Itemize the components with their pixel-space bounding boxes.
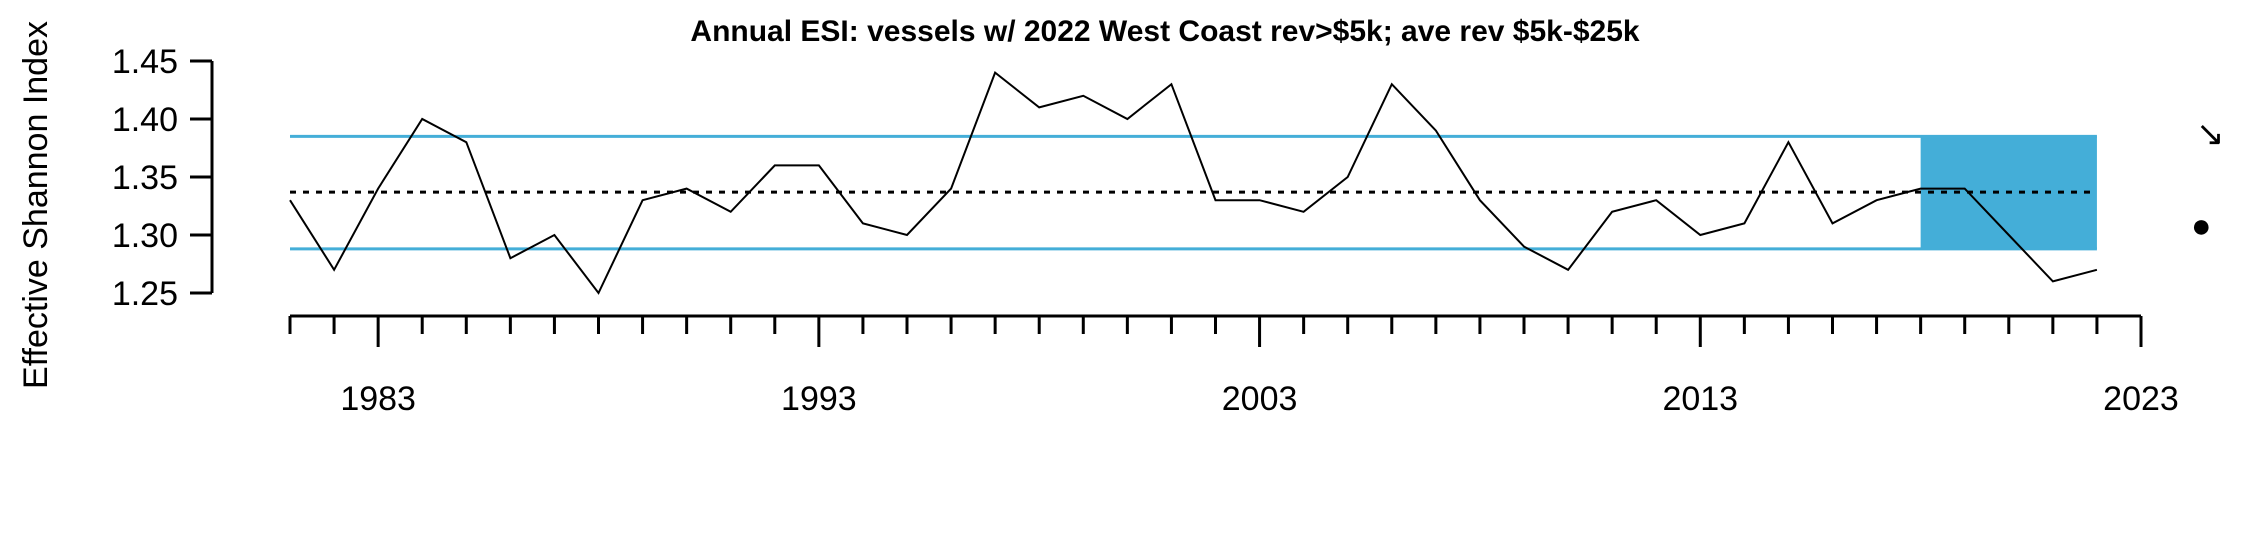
y-tick-label: 1.45 — [112, 43, 178, 81]
x-tick-label: 2013 — [1662, 380, 1738, 418]
y-tick-label: 1.40 — [112, 101, 178, 139]
y-tick-label: 1.35 — [112, 159, 178, 197]
series-line — [289, 70, 2098, 295]
y-tick-label: 1.30 — [112, 217, 178, 255]
x-tick-label: 1993 — [781, 380, 857, 418]
y-axis-label: Effective Shannon Index — [17, 21, 55, 389]
x-tick-label: 1983 — [340, 380, 416, 418]
y-tick-label: 1.25 — [112, 275, 178, 313]
x-tick-label: 2023 — [2103, 380, 2179, 418]
mean-dot-icon: ● — [2191, 207, 2212, 245]
x-axis: 1983 1993 2003 2013 2023 — [288, 314, 2179, 418]
trend-arrow-icon: ↘ — [2196, 115, 2225, 153]
x-tick-label: 2003 — [1222, 380, 1298, 418]
chart-title: Annual ESI: vessels w/ 2022 West Coast r… — [690, 15, 1639, 48]
y-axis: 1.45 1.40 1.35 1.30 1.25 — [112, 43, 214, 313]
